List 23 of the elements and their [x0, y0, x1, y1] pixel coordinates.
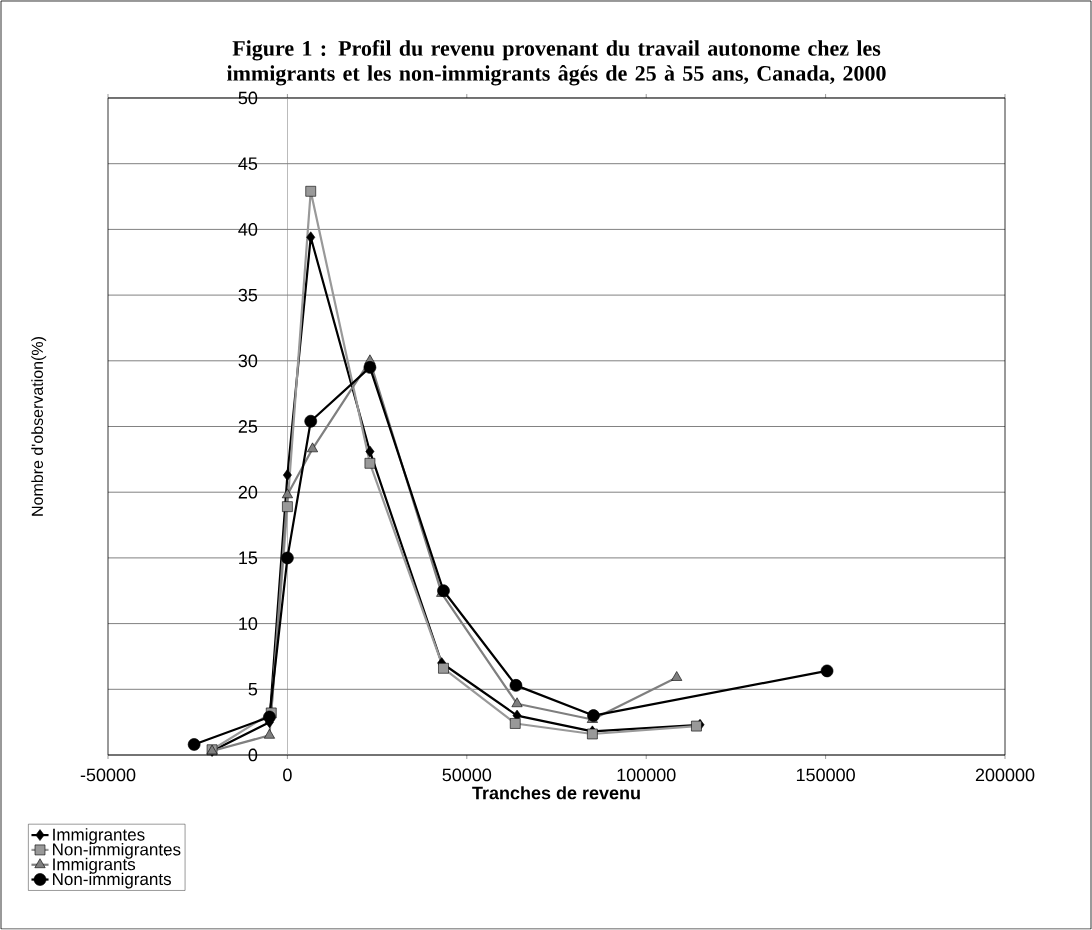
legend-label: Non-immigrants: [53, 872, 171, 889]
legend-label: Non-immigrantes: [53, 843, 181, 859]
y-tick-label: 20: [238, 485, 258, 499]
y-tick-label: 0: [248, 748, 258, 762]
y-tick-label: 35: [238, 288, 258, 302]
x-tick-label: 150000: [796, 768, 855, 782]
y-tick-label: 25: [238, 420, 258, 433]
y-tick-label: 40: [238, 223, 258, 236]
x-tick-label: 50000: [442, 768, 492, 782]
y-axis-title: Nombre d'observation(%): [31, 337, 47, 516]
x-tick-label: 200000: [975, 768, 1035, 782]
x-tick-label: 0: [283, 768, 292, 782]
legend-label: Immigrantes: [53, 828, 145, 845]
y-tick-label: 45: [238, 157, 258, 170]
y-tick-label: 10: [239, 617, 258, 630]
y-tick-label: 15: [239, 551, 258, 565]
legend-label: Immigrants: [53, 857, 136, 874]
y-tick-label: 5: [248, 683, 258, 696]
x-tick-label: 100000: [617, 768, 676, 782]
chart-title: Figure 1 : Profil du revenu provenant du travail autonome chez les immigrants et les non-immigrants âgés de 25 à 55 ans, Canada, 2000: [226, 40, 886, 86]
x-tick-label: -50000: [80, 768, 136, 782]
y-tick-label: 30: [238, 354, 258, 368]
x-axis-title: Tranches de revenu: [472, 786, 640, 800]
